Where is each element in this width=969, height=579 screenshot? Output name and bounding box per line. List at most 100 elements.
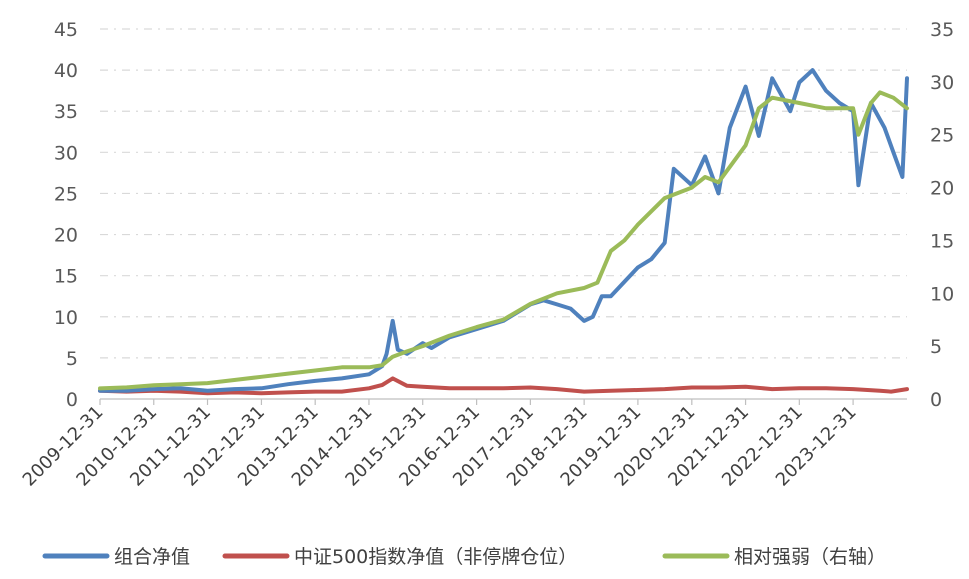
data-point bbox=[391, 355, 395, 359]
data-point bbox=[152, 383, 156, 387]
y-left-tick-label: 25 bbox=[54, 183, 78, 205]
data-point bbox=[770, 96, 774, 100]
data-point bbox=[609, 389, 613, 393]
data-point bbox=[636, 265, 640, 269]
data-point bbox=[396, 348, 400, 352]
data-point bbox=[649, 257, 653, 261]
data-point bbox=[125, 385, 129, 389]
data-point bbox=[600, 294, 604, 298]
y-right-tick-label: 35 bbox=[930, 19, 954, 41]
data-point bbox=[770, 76, 774, 80]
data-point bbox=[905, 387, 909, 391]
data-point bbox=[824, 89, 828, 93]
y-right-tick-label: 0 bbox=[930, 389, 942, 411]
data-point bbox=[259, 386, 263, 390]
data-point bbox=[770, 387, 774, 391]
data-point bbox=[340, 365, 344, 369]
data-point bbox=[905, 106, 909, 110]
data-point bbox=[259, 391, 263, 395]
data-point bbox=[869, 101, 873, 105]
data-point bbox=[232, 390, 236, 394]
data-point bbox=[421, 344, 425, 348]
data-point bbox=[636, 223, 640, 227]
y-left-tick-label: 20 bbox=[54, 225, 78, 247]
data-point bbox=[178, 386, 182, 390]
data-point bbox=[367, 372, 371, 376]
data-point bbox=[380, 363, 384, 367]
data-point bbox=[555, 291, 559, 295]
data-point bbox=[591, 315, 595, 319]
data-point bbox=[851, 106, 855, 110]
data-point bbox=[690, 186, 694, 190]
data-point bbox=[475, 325, 479, 329]
data-point bbox=[391, 376, 395, 380]
y-left-tick-label: 40 bbox=[54, 60, 78, 82]
data-point bbox=[582, 286, 586, 290]
data-point bbox=[757, 134, 761, 138]
data-point bbox=[447, 334, 452, 338]
data-point bbox=[125, 389, 129, 393]
data-point bbox=[851, 387, 855, 391]
y-left-tick-label: 10 bbox=[54, 307, 78, 329]
data-point bbox=[744, 385, 748, 389]
data-point bbox=[811, 68, 815, 72]
data-point bbox=[703, 175, 707, 179]
gridlines bbox=[100, 28, 907, 359]
data-point bbox=[889, 390, 893, 394]
data-point bbox=[856, 183, 861, 187]
legend-label-1: 中证500指数净值（非停牌仓位） bbox=[294, 546, 577, 568]
data-point bbox=[744, 143, 748, 147]
data-point bbox=[98, 386, 102, 390]
data-point bbox=[569, 307, 573, 311]
legend-label-0: 组合净值 bbox=[114, 546, 190, 568]
data-point bbox=[582, 390, 586, 394]
series-lines bbox=[98, 68, 909, 396]
data-point bbox=[429, 346, 434, 350]
data-point bbox=[205, 389, 210, 393]
y-left-tick-label: 0 bbox=[66, 389, 78, 411]
data-point bbox=[391, 319, 395, 323]
data-point bbox=[837, 101, 842, 105]
data-point bbox=[797, 386, 801, 390]
data-point bbox=[595, 281, 600, 285]
data-point bbox=[824, 106, 828, 110]
data-point bbox=[728, 126, 732, 130]
data-point bbox=[878, 389, 882, 393]
data-point bbox=[609, 249, 613, 253]
data-point bbox=[286, 372, 290, 376]
data-point bbox=[636, 388, 640, 392]
data-point bbox=[757, 106, 761, 110]
data-point bbox=[313, 368, 317, 373]
y-left-tick-label: 45 bbox=[54, 19, 78, 41]
data-point bbox=[703, 154, 707, 158]
data-point bbox=[882, 126, 887, 130]
data-point bbox=[380, 383, 384, 387]
y-right-tick-label: 30 bbox=[930, 72, 954, 94]
data-point bbox=[385, 352, 389, 356]
data-point bbox=[690, 385, 694, 390]
series-line-2 bbox=[98, 90, 909, 391]
data-point bbox=[152, 387, 156, 391]
data-point bbox=[555, 387, 559, 391]
data-point bbox=[367, 365, 371, 369]
data-point bbox=[788, 109, 792, 113]
data-point bbox=[891, 150, 896, 154]
axes: 051015202530354045051015202530352009-12-… bbox=[19, 19, 954, 491]
data-point bbox=[663, 196, 667, 200]
data-point bbox=[232, 378, 236, 382]
data-point bbox=[259, 375, 263, 379]
data-point bbox=[340, 376, 344, 380]
legend: 组合净值 中证500指数净值（非停牌仓位） 相对强弱（右轴） bbox=[42, 546, 886, 568]
data-point bbox=[824, 386, 828, 390]
data-point bbox=[797, 80, 801, 84]
data-point bbox=[232, 387, 236, 391]
data-point bbox=[663, 241, 667, 245]
data-point bbox=[205, 381, 210, 385]
data-point bbox=[797, 101, 801, 105]
data-point bbox=[313, 379, 317, 383]
data-point bbox=[891, 96, 896, 100]
data-point bbox=[405, 349, 409, 353]
data-point bbox=[475, 386, 479, 390]
y-right-tick-label: 15 bbox=[930, 230, 954, 252]
